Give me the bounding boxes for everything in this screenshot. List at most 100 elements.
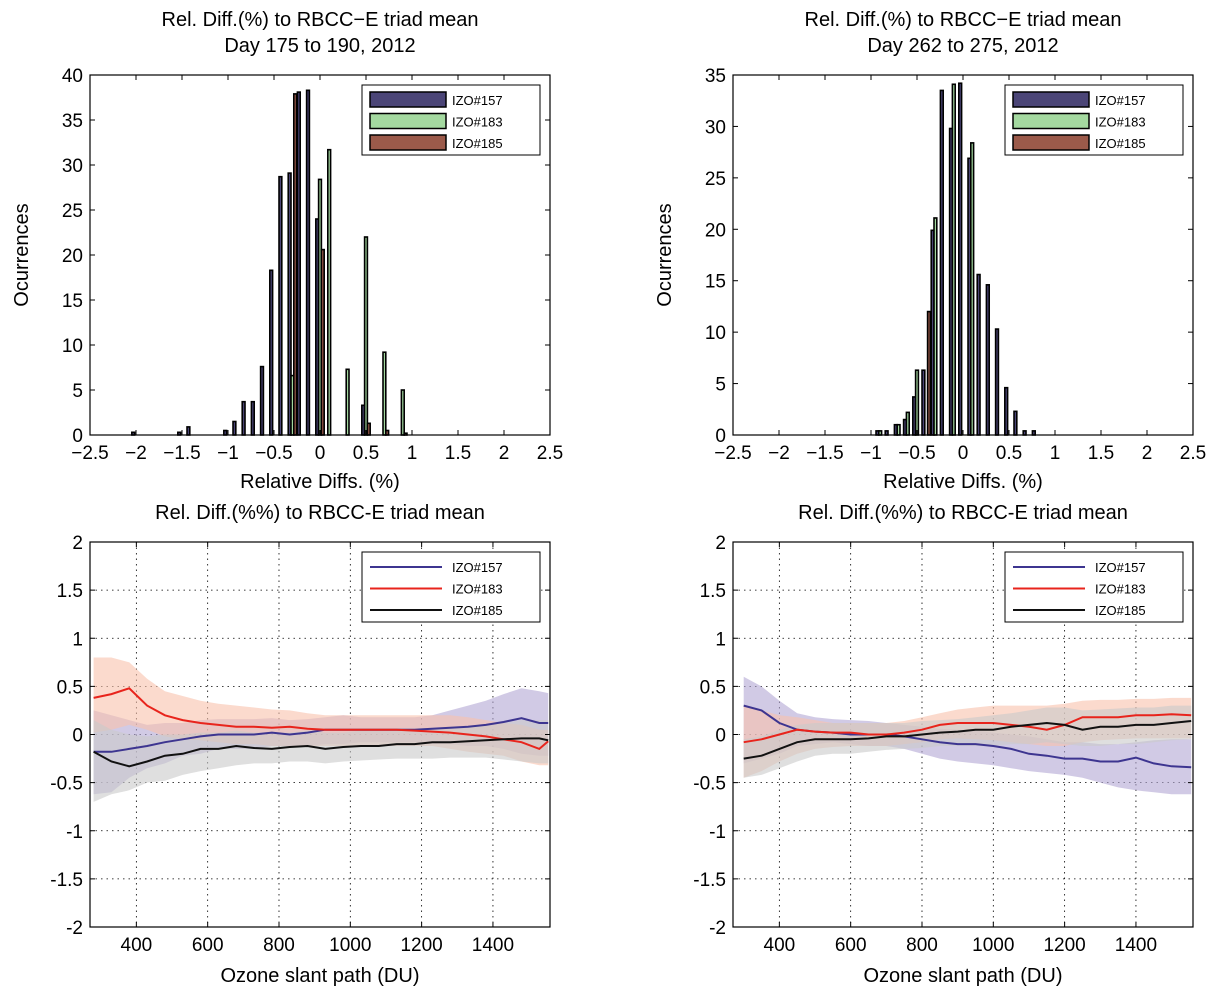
x-tick-label: 0.5 [353,443,379,464]
x-tick-label: 0.5 [996,443,1022,464]
x-tick-label: 1.5 [1088,443,1114,464]
legend-swatch [1012,91,1090,108]
y-tick-label: 1.5 [700,581,726,602]
y-axis-label: Ocurrences [11,203,33,306]
legend-swatch [369,91,447,108]
x-tick-label: 1 [407,443,418,464]
y-tick-label: 15 [62,291,83,312]
bar-izo-157 [985,284,991,436]
legend-swatch [369,134,447,151]
legend-swatch [1012,112,1090,130]
chart-title: Rel. Diff.(%%) to RBCC-E triad mean [155,502,485,524]
legend: IZO#157 IZO#183 IZO#185 [361,551,541,623]
y-tick-label: -2 [709,918,726,939]
line-izo-185 [743,720,1192,760]
x-tick-label: 600 [835,935,867,956]
bar-izo-185 [366,422,371,436]
y-tick-label: -0.5 [50,774,83,795]
x-tick-label: 1200 [1043,935,1085,956]
band-izo-185 [743,705,1192,778]
bar-izo-185 [384,429,390,436]
legend-label: IZO#157 [1095,560,1146,575]
x-axis-label: Ozone slant path (DU) [864,965,1063,987]
y-tick-label: 2 [72,533,83,554]
x-axis-label: Relative Diffs. (%) [883,471,1043,493]
x-tick-label: −2 [768,443,790,464]
legend-label: IZO#183 [452,115,503,130]
y-tick-label: -0.5 [693,774,726,795]
line-izo-183 [743,713,1192,744]
y-tick-label: 35 [705,66,726,87]
bar-izo-157 [269,269,274,436]
x-tick-label: 600 [192,935,224,956]
x-axis-label: Ozone slant path (DU) [221,965,420,987]
y-tick-label: 5 [72,381,83,402]
bar-izo-157 [1004,386,1009,436]
x-axis-label: Relative Diffs. (%) [240,471,400,493]
y-tick-label: 1 [72,629,83,650]
y-tick-label: 0 [72,726,83,747]
bar-izo-183 [951,83,956,436]
chart-title: Day 262 to 275, 2012 [867,35,1058,57]
y-axis-label: Ocurrences [654,203,676,306]
x-tick-label: 1 [1050,443,1061,464]
legend: IZO#157 IZO#183 IZO#185 [361,84,541,156]
bar-izo-183 [933,217,938,436]
bar-izo-157 [250,400,256,436]
x-tick-label: −1.5 [806,443,844,464]
x-tick-label: 0 [958,443,969,464]
x-tick-label: −2 [125,443,147,464]
bar-izo-157 [921,369,926,436]
bar-izo-157 [1031,430,1037,436]
bar-izo-183 [896,423,901,436]
bar-izo-157 [278,175,283,436]
x-tick-label: −0.5 [898,443,936,464]
legend-label: IZO#185 [1095,603,1146,618]
x-tick-label: −0.5 [255,443,293,464]
x-tick-label: 800 [906,935,938,956]
x-tick-label: 2.5 [1180,443,1206,464]
x-tick-label: 1400 [1115,935,1157,956]
y-tick-label: 30 [62,156,83,177]
y-tick-label: -1 [709,822,726,843]
y-tick-label: 1 [715,629,726,650]
y-tick-label: -1.5 [50,870,83,891]
line-izo-185 [93,737,549,768]
bar-izo-157 [939,89,945,436]
bar-izo-183 [327,148,332,436]
y-tick-label: 5 [715,375,726,396]
bar-izo-183 [363,236,369,436]
legend-label: IZO#183 [452,582,503,597]
bar-izo-157 [241,400,246,436]
bar-izo-157 [1013,410,1018,436]
y-tick-label: 1.5 [57,581,83,602]
band-izo-185 [93,720,549,802]
x-tick-label: 400 [764,935,796,956]
bar-izo-183 [905,411,910,436]
legend-swatch [1012,134,1090,151]
bar-izo-185 [320,248,325,436]
x-tick-label: −1 [217,443,239,464]
bar-izo-157 [958,82,963,436]
legend: IZO#157 IZO#183 IZO#185 [1004,551,1184,623]
x-tick-label: 400 [121,935,153,956]
x-tick-label: 1200 [400,935,442,956]
y-tick-label: 0 [72,426,83,447]
bar-izo-157 [1022,430,1027,436]
y-tick-label: 20 [705,220,726,241]
x-tick-label: −2.5 [714,443,752,464]
bar-izo-157 [223,429,228,436]
y-tick-label: 0.5 [57,677,83,698]
x-tick-label: 2.5 [537,443,563,464]
legend-swatch [369,112,447,130]
bar-izo-157 [296,91,302,436]
bar-izo-157 [186,426,191,436]
y-tick-label: 25 [705,169,726,190]
legend-label: IZO#183 [1095,115,1146,130]
x-tick-label: −1 [860,443,882,464]
y-tick-label: 20 [62,246,83,267]
y-tick-label: -1.5 [693,870,726,891]
chart-2: Rel. Diff.(%) to RBCC−E triad mean Day 26… [654,9,1206,493]
bar-izo-183 [382,351,387,436]
